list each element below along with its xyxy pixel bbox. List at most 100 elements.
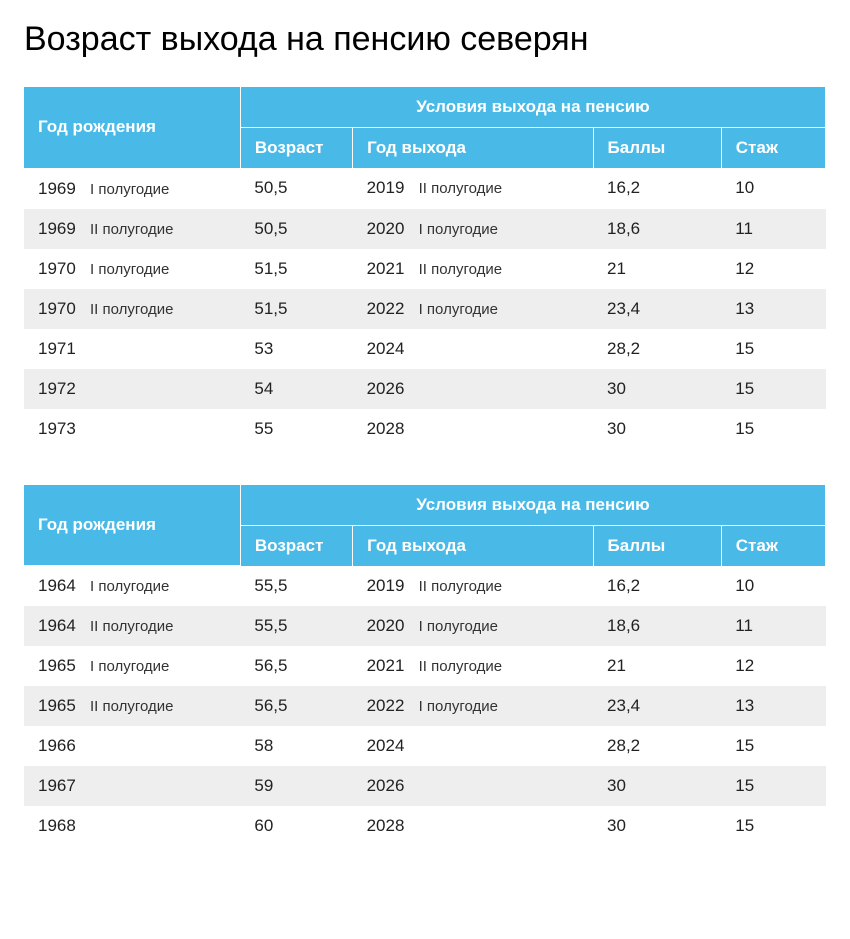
col-points-header: Баллы — [593, 128, 721, 169]
cell-birth: 1966 — [24, 726, 240, 766]
exit-half: I полугодие — [419, 618, 498, 635]
cell-exit: 2021II полугодие — [353, 249, 593, 289]
cell-exit: 2020 I полугодие — [353, 606, 593, 646]
page-title: Возраст выхода на пенсию северян — [24, 20, 826, 59]
cell-exit: 2024 — [353, 329, 593, 369]
exit-half: II полугодие — [419, 578, 503, 595]
exit-year: 2026 — [367, 379, 413, 399]
birth-year: 1966 — [38, 736, 84, 756]
col-conditions-header: Условия выхода на пенсию — [240, 485, 825, 526]
birth-year: 1970 — [38, 299, 84, 319]
exit-half: I полугодие — [419, 698, 498, 715]
table-row: 1970I полугодие51,52021II полугодие2112 — [24, 249, 826, 289]
cell-birth: 1970 II полугодие — [24, 289, 240, 329]
birth-year: 1968 — [38, 816, 84, 836]
exit-year: 2028 — [367, 419, 413, 439]
cell-exp: 13 — [721, 289, 825, 329]
col-age-header: Возраст — [240, 525, 352, 566]
birth-year: 1965 — [38, 656, 84, 676]
exit-year: 2019 — [367, 178, 413, 198]
birth-year: 1973 — [38, 419, 84, 439]
cell-points: 30 — [593, 409, 721, 449]
cell-exit: 2026 — [353, 766, 593, 806]
cell-birth: 1971 — [24, 329, 240, 369]
cell-birth: 1969 I полугодие — [24, 168, 240, 209]
cell-birth: 1964 I полугодие — [24, 566, 240, 607]
cell-age: 53 — [240, 329, 352, 369]
birth-half: I полугодие — [90, 181, 169, 198]
col-points-header: Баллы — [593, 525, 721, 566]
cell-exit: 2019II полугодие — [353, 168, 593, 209]
cell-exit: 2028 — [353, 409, 593, 449]
cell-age: 60 — [240, 806, 352, 846]
birth-half: I полугодие — [90, 578, 169, 595]
birth-year: 1970 — [38, 259, 84, 279]
cell-age: 55 — [240, 409, 352, 449]
col-birth-header: Год рождения — [24, 485, 240, 566]
cell-points: 21 — [593, 646, 721, 686]
cell-age: 55,5 — [240, 566, 352, 607]
exit-year: 2020 — [367, 616, 413, 636]
cell-birth: 1973 — [24, 409, 240, 449]
cell-age: 56,5 — [240, 646, 352, 686]
cell-age: 58 — [240, 726, 352, 766]
cell-points: 30 — [593, 766, 721, 806]
exit-year: 2020 — [367, 219, 413, 239]
table-row: 19725420263015 — [24, 369, 826, 409]
birth-year: 1964 — [38, 576, 84, 596]
exit-half: II полугодие — [419, 658, 503, 675]
cell-exit: 2021 II полугодие — [353, 646, 593, 686]
table-row: 1964II полугодие55,52020I полугодие18,61… — [24, 606, 826, 646]
col-exit-header: Год выхода — [353, 525, 593, 566]
cell-birth: 1970 I полугодие — [24, 249, 240, 289]
cell-birth: 1968 — [24, 806, 240, 846]
pension-table: Год рожденияУсловия выхода на пенсиюВозр… — [24, 87, 826, 449]
table-row: 1970II полугодие51,52022I полугодие23,41… — [24, 289, 826, 329]
cell-exp: 15 — [721, 369, 825, 409]
exit-year: 2021 — [367, 259, 413, 279]
table-row: 197153202428,215 — [24, 329, 826, 369]
cell-birth: 1969II полугодие — [24, 209, 240, 249]
cell-points: 16,2 — [593, 566, 721, 607]
birth-year: 1969 — [38, 219, 84, 239]
cell-exp: 11 — [721, 209, 825, 249]
cell-exp: 15 — [721, 766, 825, 806]
cell-exp: 12 — [721, 249, 825, 289]
table-row: 1969II полугодие50,52020I полугодие18,61… — [24, 209, 826, 249]
col-exit-header: Год выхода — [353, 128, 593, 169]
birth-year: 1971 — [38, 339, 84, 359]
cell-age: 59 — [240, 766, 352, 806]
cell-exp: 15 — [721, 806, 825, 846]
exit-year: 2024 — [367, 339, 413, 359]
cell-points: 18,6 — [593, 606, 721, 646]
cell-age: 51,5 — [240, 289, 352, 329]
cell-exp: 11 — [721, 606, 825, 646]
cell-birth: 1965II полугодие — [24, 686, 240, 726]
cell-points: 23,4 — [593, 686, 721, 726]
cell-exit: 2022I полугодие — [353, 686, 593, 726]
birth-year: 1964 — [38, 616, 84, 636]
exit-half: I полугодие — [419, 301, 498, 318]
cell-age: 55,5 — [240, 606, 352, 646]
table-row: 19735520283015 — [24, 409, 826, 449]
cell-exp: 15 — [721, 726, 825, 766]
exit-half: I полугодие — [419, 221, 498, 238]
col-age-header: Возраст — [240, 128, 352, 169]
cell-exit: 2028 — [353, 806, 593, 846]
birth-year: 1969 — [38, 179, 84, 199]
exit-year: 2022 — [367, 299, 413, 319]
exit-year: 2019 — [367, 576, 413, 596]
exit-year: 2026 — [367, 776, 413, 796]
cell-age: 50,5 — [240, 168, 352, 209]
col-conditions-header: Условия выхода на пенсию — [240, 87, 825, 128]
birth-year: 1967 — [38, 776, 84, 796]
birth-half: II полугодие — [90, 301, 174, 318]
table-row: 1965I полугодие56,52021II полугодие2112 — [24, 646, 826, 686]
exit-year: 2021 — [367, 656, 413, 676]
birth-half: I полугодие — [90, 261, 169, 278]
cell-points: 23,4 — [593, 289, 721, 329]
cell-points: 28,2 — [593, 329, 721, 369]
exit-year: 2028 — [367, 816, 413, 836]
cell-birth: 1964II полугодие — [24, 606, 240, 646]
cell-exp: 12 — [721, 646, 825, 686]
